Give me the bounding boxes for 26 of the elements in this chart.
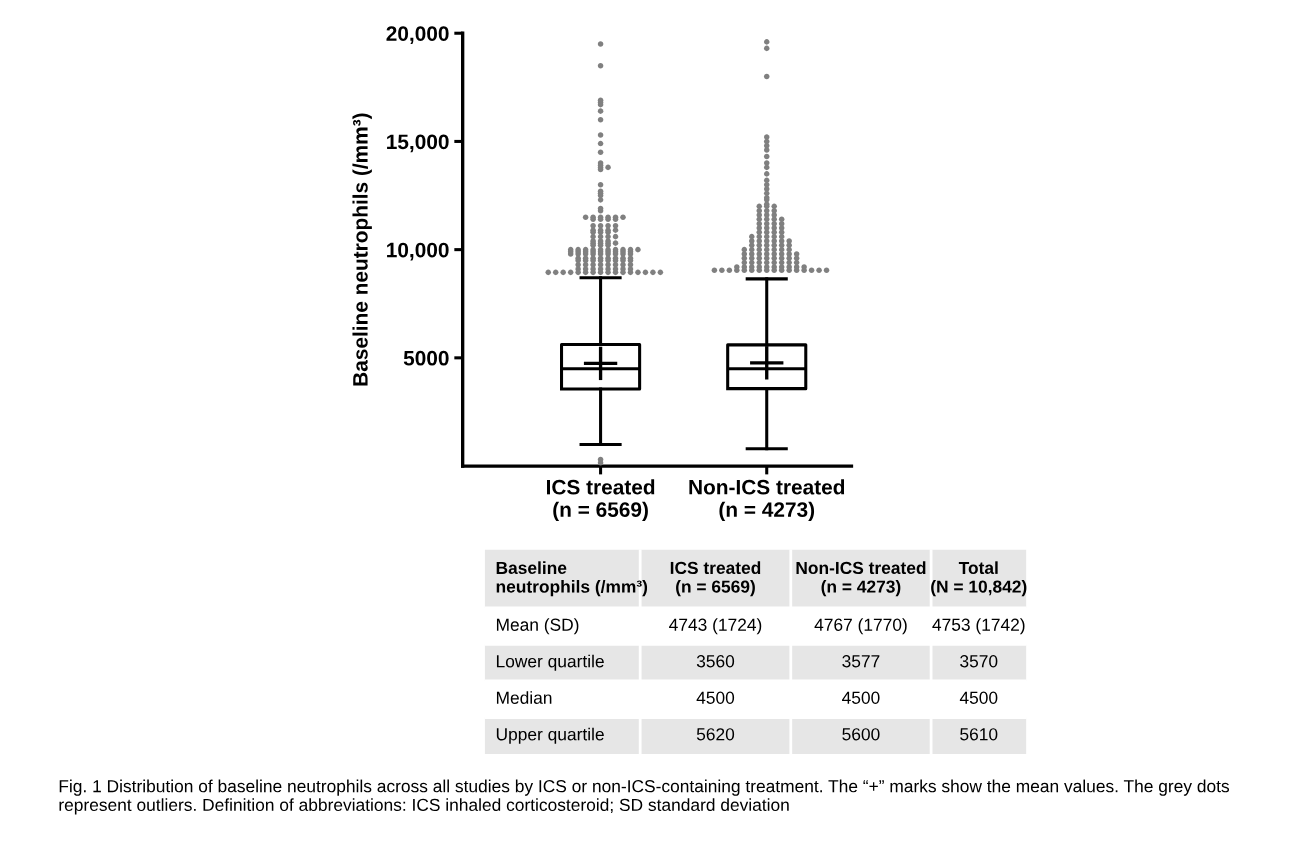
text: 4743 (1724) [669, 618, 762, 635]
text: 4753 (1742) [932, 618, 1025, 635]
text: 3570 [960, 655, 998, 668]
text: 4767 (1770) [814, 618, 907, 635]
category-label: Total (N = 10,842) [931, 561, 1027, 597]
y-axis-title: Baseline neutrophils (/mm³) [352, 113, 372, 386]
text: 5610 [960, 728, 998, 741]
text: Mean (SD) [496, 618, 579, 635]
category-label: Baseline neutrophils (/mm³) [496, 561, 648, 597]
text: 5600 [842, 728, 880, 741]
text: Upper quartile [496, 727, 604, 744]
y-tick-label: 5000 [403, 350, 449, 366]
y-tick-label: 20,000 [386, 26, 449, 44]
category-label: ICS treated (n = 6569) [670, 561, 761, 597]
text: 4500 [959, 691, 998, 704]
category-label: Non-ICS treated (n = 4273) [796, 561, 926, 597]
text: 4500 [842, 691, 880, 704]
text: 5620 [696, 728, 735, 741]
y-tick-label: 10,000 [387, 242, 449, 261]
text: Lower quartile [496, 654, 604, 671]
text: 4500 [696, 691, 735, 704]
text: 3560 [696, 655, 735, 668]
caption: Fig. 1 Distribution of baseline neutrophils across all studies by ICS or non-ICS-containing treatment. The “+” marks show the mean values. The grey dots represent outliers. Definition of abbreviations: ICS inhaled corticosteroid; SD standard deviation [59, 779, 1230, 815]
text: Median [496, 691, 552, 704]
y-tick-label: 15,000 [387, 134, 449, 153]
text: 3577 [842, 655, 880, 668]
